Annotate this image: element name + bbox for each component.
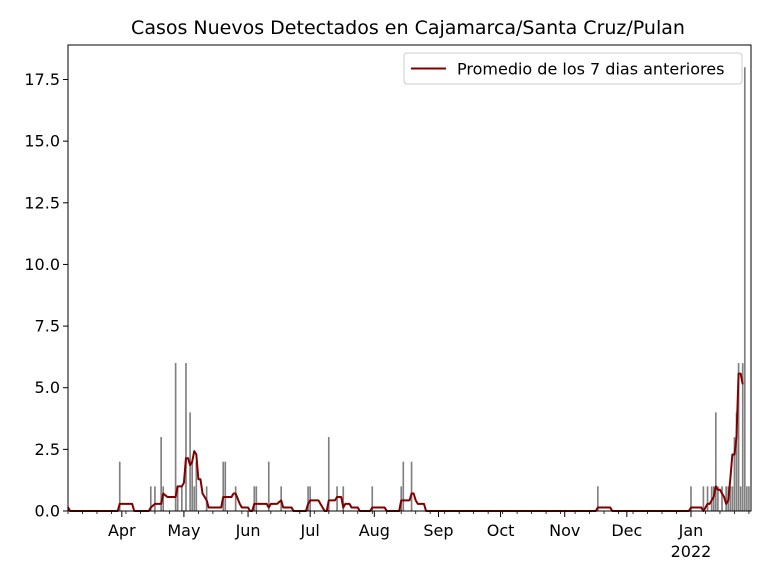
bar-mark bbox=[224, 461, 227, 511]
bar-mark bbox=[193, 486, 196, 511]
bar-mark bbox=[729, 486, 732, 511]
bar-mark bbox=[597, 486, 599, 511]
bar-mark bbox=[234, 486, 237, 511]
x-tick-label: Aug bbox=[359, 521, 390, 540]
bar-mark bbox=[746, 486, 748, 511]
bar-mark bbox=[735, 412, 738, 511]
x-tick-label: Jan bbox=[678, 521, 704, 540]
bar-mark bbox=[743, 67, 746, 511]
x-tick-label: May bbox=[167, 521, 200, 540]
bar-mark bbox=[702, 486, 705, 511]
bar-mark bbox=[162, 486, 165, 511]
bar-mark bbox=[309, 486, 311, 511]
bar-mark bbox=[307, 486, 309, 511]
bar-mark bbox=[733, 437, 736, 511]
bar-mark bbox=[721, 486, 723, 511]
y-tick-label: 10.0 bbox=[24, 255, 60, 274]
bar-mark bbox=[255, 486, 258, 511]
bar-mark bbox=[342, 486, 345, 511]
x-tick-label: Apr bbox=[108, 521, 136, 540]
bar-mark bbox=[154, 486, 156, 511]
y-axis: 0.0 2.5 5.0 7.5 10.0 12.5 15.0 17.5 bbox=[24, 70, 68, 521]
bar-mark bbox=[185, 363, 187, 511]
bar-mark bbox=[725, 486, 727, 511]
bar-mark bbox=[410, 461, 413, 511]
x-tick-label: Sep bbox=[423, 521, 453, 540]
bar-mark bbox=[737, 363, 740, 511]
x-tick-label: Nov bbox=[549, 521, 580, 540]
bar-mark bbox=[160, 437, 162, 511]
bar-mark bbox=[402, 461, 405, 511]
y-tick-label: 2.5 bbox=[35, 440, 60, 459]
y-tick-label: 7.5 bbox=[35, 317, 60, 336]
bar-mark bbox=[181, 486, 183, 511]
bar-mark bbox=[253, 486, 256, 511]
bar-mark bbox=[280, 486, 283, 511]
legend-box bbox=[403, 52, 743, 85]
y-tick-label: 17.5 bbox=[24, 70, 60, 89]
bar-mark bbox=[739, 486, 742, 511]
bar-mark bbox=[118, 461, 121, 511]
bar-mark bbox=[174, 363, 177, 511]
bar-mark bbox=[176, 486, 179, 511]
bar-mark bbox=[222, 461, 225, 511]
plot-area-frame bbox=[67, 44, 752, 512]
x-tick-label: Dec bbox=[611, 521, 642, 540]
x-tick-label: Jul bbox=[299, 521, 319, 540]
legend: Promedio de los 7 dias anteriores bbox=[403, 52, 743, 85]
x-tick-label: Jun bbox=[235, 521, 261, 540]
bar-mark bbox=[741, 363, 744, 511]
bar-mark bbox=[400, 486, 403, 511]
y-tick-label: 12.5 bbox=[24, 193, 60, 212]
bar-mark bbox=[327, 437, 330, 511]
bar-mark bbox=[748, 486, 750, 511]
y-tick-label: 5.0 bbox=[35, 378, 60, 397]
chart-title: Casos Nuevos Detectados en Cajamarca/San… bbox=[131, 17, 685, 39]
x-tick-sublabel: 2022 bbox=[671, 542, 712, 561]
x-tick-label: Oct bbox=[487, 521, 515, 540]
bar-mark bbox=[690, 486, 692, 511]
x-axis: Apr May Jun Jul Aug Sep Oct Nov Dec Jan 2022 bbox=[67, 511, 750, 561]
y-tick-label: 15.0 bbox=[24, 132, 60, 151]
bar-mark bbox=[149, 486, 152, 511]
bar-mark bbox=[267, 461, 270, 511]
y-tick-label: 0.0 bbox=[35, 502, 60, 521]
bar-mark bbox=[731, 486, 734, 511]
bar-mark bbox=[706, 486, 709, 511]
bar-mark bbox=[191, 461, 194, 511]
legend-label: Promedio de los 7 dias anteriores bbox=[457, 60, 724, 79]
bar-mark bbox=[717, 486, 719, 511]
bar-mark bbox=[195, 461, 198, 511]
bar-mark bbox=[371, 486, 374, 511]
bar-mark bbox=[714, 412, 717, 511]
